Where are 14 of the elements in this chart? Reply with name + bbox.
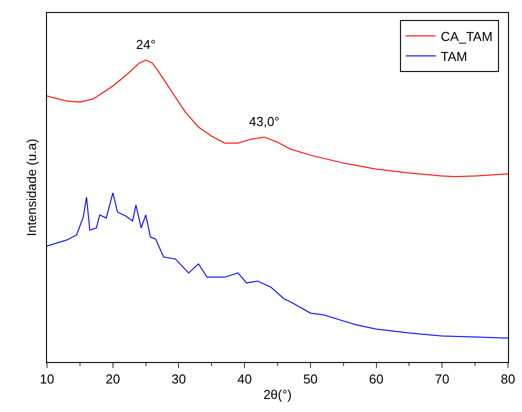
x-tick-label: 60: [369, 372, 384, 387]
annotation: 43,0°: [249, 114, 280, 129]
legend-label: TAM: [440, 48, 468, 64]
x-tick-label: 40: [237, 372, 252, 387]
x-tick-label: 30: [171, 372, 186, 387]
x-tick-label: 10: [40, 372, 54, 387]
x-axis-title: 2θ(°): [263, 387, 292, 402]
x-tick-label: 50: [303, 372, 318, 387]
annotation: 24°: [136, 37, 156, 52]
legend-label: CA_TAM: [440, 29, 493, 44]
x-tick-label: 70: [434, 372, 450, 387]
x-tick-label: 20: [106, 372, 120, 387]
x-tick-label: 80: [500, 372, 516, 387]
y-axis-title: Intensidade (u.a): [24, 138, 39, 236]
